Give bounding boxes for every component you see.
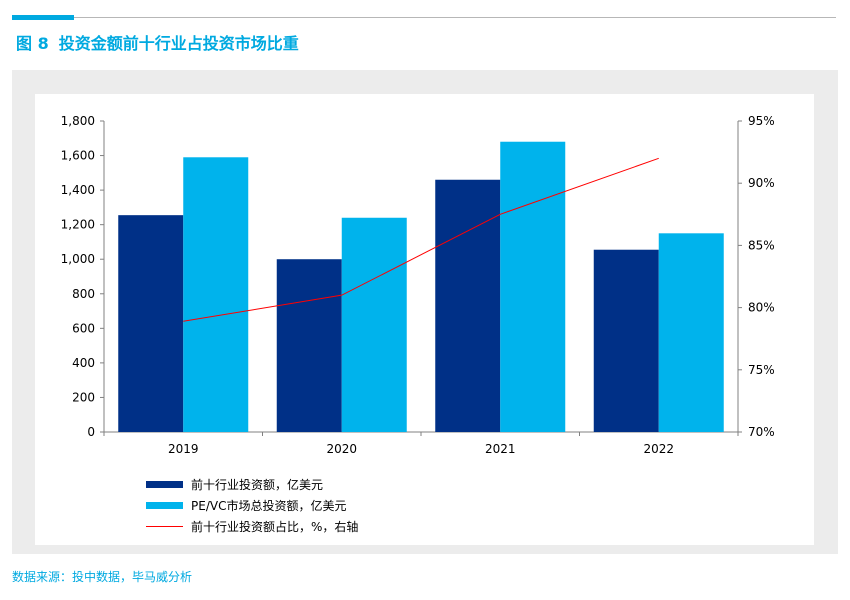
legend-item-share: 前十行业投资额占比，%，右轴 — [146, 516, 358, 537]
bar-total — [500, 141, 566, 432]
legend-swatch-share — [146, 526, 183, 527]
legend-label-share: 前十行业投资额占比，%，右轴 — [191, 520, 359, 534]
y-right-tick-label: 75% — [748, 363, 775, 377]
x-tick-label: 2019 — [168, 442, 199, 456]
y-left-tick-label: 0 — [87, 425, 95, 439]
y-left-tick-label: 200 — [72, 390, 95, 404]
figure-number: 图 8 — [16, 34, 49, 53]
y-left-tick-label: 1,400 — [61, 183, 95, 197]
header-rule — [74, 17, 836, 18]
y-right-tick-label: 85% — [748, 238, 775, 252]
legend-label-top10: 前十行业投资额，亿美元 — [191, 478, 324, 492]
y-right-tick-label: 80% — [748, 301, 775, 315]
legend-swatch-total — [146, 502, 183, 509]
y-left-tick-label: 1,000 — [61, 252, 95, 266]
y-right-tick-label: 90% — [748, 176, 775, 190]
y-left-tick-label: 800 — [72, 287, 95, 301]
header-accent-bar — [12, 15, 74, 20]
bar-top10 — [593, 249, 659, 432]
legend-item-top10: 前十行业投资额，亿美元 — [146, 474, 358, 495]
source-note: 数据来源：投中数据，毕马威分析 — [12, 570, 193, 584]
bar-top10 — [118, 215, 184, 432]
bar-total — [341, 217, 407, 432]
legend-swatch-top10 — [146, 481, 183, 488]
y-right-tick-label: 95% — [748, 114, 775, 128]
y-left-tick-label: 1,800 — [61, 114, 95, 128]
legend: 前十行业投资额，亿美元 PE/VC市场总投资额，亿美元 前十行业投资额占比，%，… — [146, 474, 358, 537]
y-left-tick-label: 1,200 — [61, 218, 95, 232]
legend-item-total: PE/VC市场总投资额，亿美元 — [146, 495, 358, 516]
x-tick-label: 2022 — [643, 442, 674, 456]
share-line — [183, 157, 659, 322]
bar-top10 — [435, 179, 501, 432]
x-tick-label: 2021 — [485, 442, 516, 456]
bar-top10 — [276, 259, 342, 432]
legend-label-total: PE/VC市场总投资额，亿美元 — [191, 499, 347, 513]
bar-total — [183, 157, 249, 433]
y-right-tick-label: 70% — [748, 425, 775, 439]
figure-title-text: 投资金额前十行业占投资市场比重 — [58, 34, 299, 53]
figure-title: 图 8 投资金额前十行业占投资市场比重 — [16, 30, 299, 54]
y-left-tick-label: 1,600 — [61, 149, 95, 163]
bar-total — [658, 233, 724, 432]
x-tick-label: 2020 — [326, 442, 357, 456]
y-left-tick-label: 600 — [72, 321, 95, 335]
y-left-tick-label: 400 — [72, 356, 95, 370]
